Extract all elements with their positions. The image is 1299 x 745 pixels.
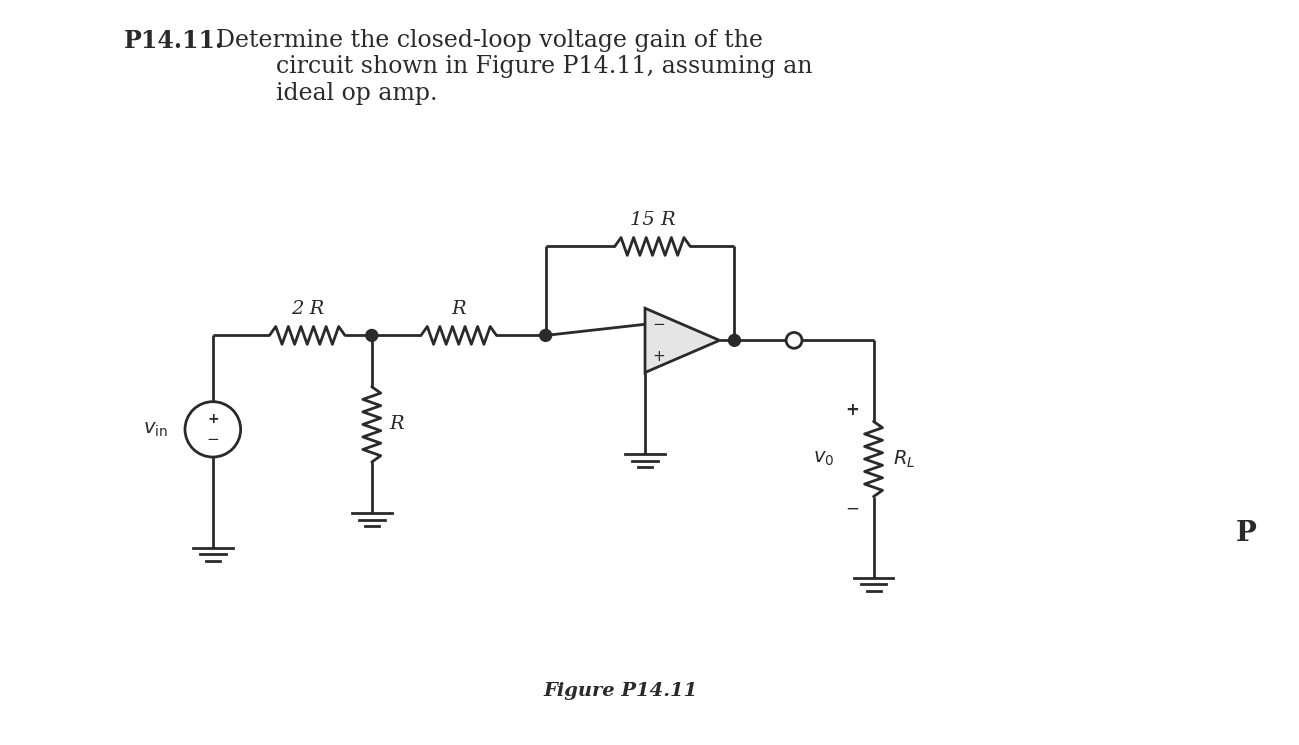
Circle shape (366, 329, 378, 341)
Text: P14.11.: P14.11. (123, 29, 223, 53)
Text: +: + (844, 401, 859, 419)
Circle shape (184, 402, 240, 457)
Circle shape (786, 332, 801, 348)
Text: 2 R: 2 R (291, 299, 323, 317)
Text: −: − (207, 432, 220, 447)
Text: +: + (207, 413, 218, 426)
Circle shape (539, 329, 552, 341)
Text: $v_{\mathrm{in}}$: $v_{\mathrm{in}}$ (143, 420, 168, 439)
Text: $v_0$: $v_0$ (813, 450, 834, 468)
Text: $R_L$: $R_L$ (894, 448, 916, 469)
Text: R: R (452, 299, 466, 317)
Polygon shape (646, 308, 720, 372)
Text: 15 R: 15 R (630, 211, 675, 229)
Text: Determine the closed-loop voltage gain of the
          circuit shown in Figure : Determine the closed-loop voltage gain o… (201, 29, 812, 105)
Text: −: − (844, 499, 859, 518)
Text: P: P (1235, 520, 1256, 547)
Text: R: R (390, 416, 404, 434)
Circle shape (729, 335, 740, 346)
Text: Figure P14.11: Figure P14.11 (543, 682, 698, 700)
Text: −: − (652, 317, 665, 332)
Text: +: + (652, 349, 665, 364)
